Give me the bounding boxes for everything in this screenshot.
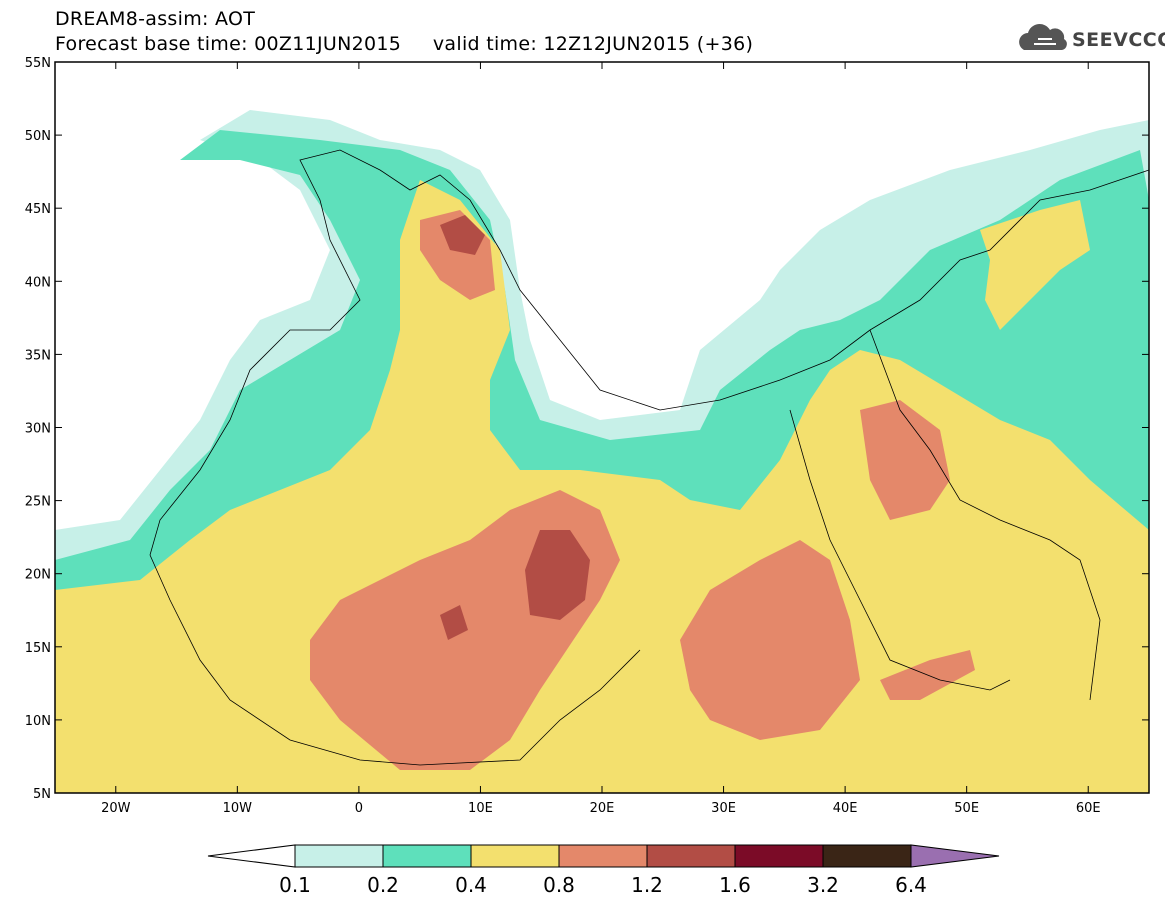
- aot-band-1.2-small: [440, 605, 468, 640]
- lat-tick-label: 45N: [25, 202, 51, 217]
- lat-tick-label: 10N: [25, 714, 51, 729]
- colorbar-label: 0.8: [543, 873, 575, 897]
- latitude-axis: 55N 50N 45N 40N 35N 30N 25N 20N 15N 10N 5N: [25, 56, 1149, 802]
- colorbar-box: [382, 844, 472, 868]
- lon-tick-label: 20E: [590, 801, 615, 816]
- colorbar-box: [558, 844, 648, 868]
- colorbar-label: 0.2: [367, 873, 399, 897]
- aot-field: [55, 110, 1149, 793]
- colorbar-label: 3.2: [807, 873, 839, 897]
- chart-title: DREAM8-assim: AOT: [55, 8, 256, 30]
- aot-band-1.2: [525, 530, 590, 620]
- lat-tick-label: 50N: [25, 129, 51, 144]
- lat-tick-label: 5N: [33, 787, 51, 802]
- colorbar-label: 0.4: [455, 873, 487, 897]
- lon-tick-label: 0: [355, 801, 363, 816]
- colorbar-under-triangle: [207, 844, 296, 868]
- logo-text: SEEVCCC: [1072, 29, 1165, 51]
- colorbar-box: [294, 844, 384, 868]
- lon-tick-label: 10E: [468, 801, 493, 816]
- colorbar-box: [646, 844, 736, 868]
- colorbar-label: 6.4: [895, 873, 927, 897]
- lat-tick-label: 20N: [25, 568, 51, 583]
- lat-tick-label: 25N: [25, 495, 51, 510]
- lat-tick-label: 40N: [25, 275, 51, 290]
- colorbar-box: [822, 844, 912, 868]
- lat-tick-label: 15N: [25, 641, 51, 656]
- aot-band-0.8-arabia: [860, 400, 950, 520]
- lat-tick-label: 55N: [25, 56, 51, 71]
- colorbar-label: 1.6: [719, 873, 751, 897]
- lon-tick-label: 20W: [101, 801, 131, 816]
- lon-tick-label: 60E: [1076, 801, 1101, 816]
- lon-tick-label: 40E: [833, 801, 858, 816]
- colorbar-over-triangle: [910, 844, 1000, 868]
- lon-tick-label: 10W: [223, 801, 253, 816]
- aot-band-1.2-nw: [440, 215, 485, 255]
- lon-tick-label: 30E: [711, 801, 736, 816]
- lat-tick-label: 30N: [25, 422, 51, 437]
- coastlines: [149, 149, 1149, 766]
- lat-tick-label: 35N: [25, 348, 51, 363]
- lon-tick-label: 50E: [954, 801, 979, 816]
- colorbar-box: [734, 844, 824, 868]
- colorbar: [207, 844, 1000, 868]
- colorbar-label: 0.1: [279, 873, 311, 897]
- aot-band-0.8-east: [680, 540, 860, 740]
- forecast-time-line: Forecast base time: 00Z11JUN2015 valid t…: [55, 33, 754, 55]
- colorbar-box: [470, 844, 560, 868]
- colorbar-label: 1.2: [631, 873, 663, 897]
- longitude-axis: 20W 10W 0 10E 20E 30E 40E 50E 60E: [101, 62, 1101, 816]
- seevccc-logo-cloud-icon: [1019, 24, 1067, 50]
